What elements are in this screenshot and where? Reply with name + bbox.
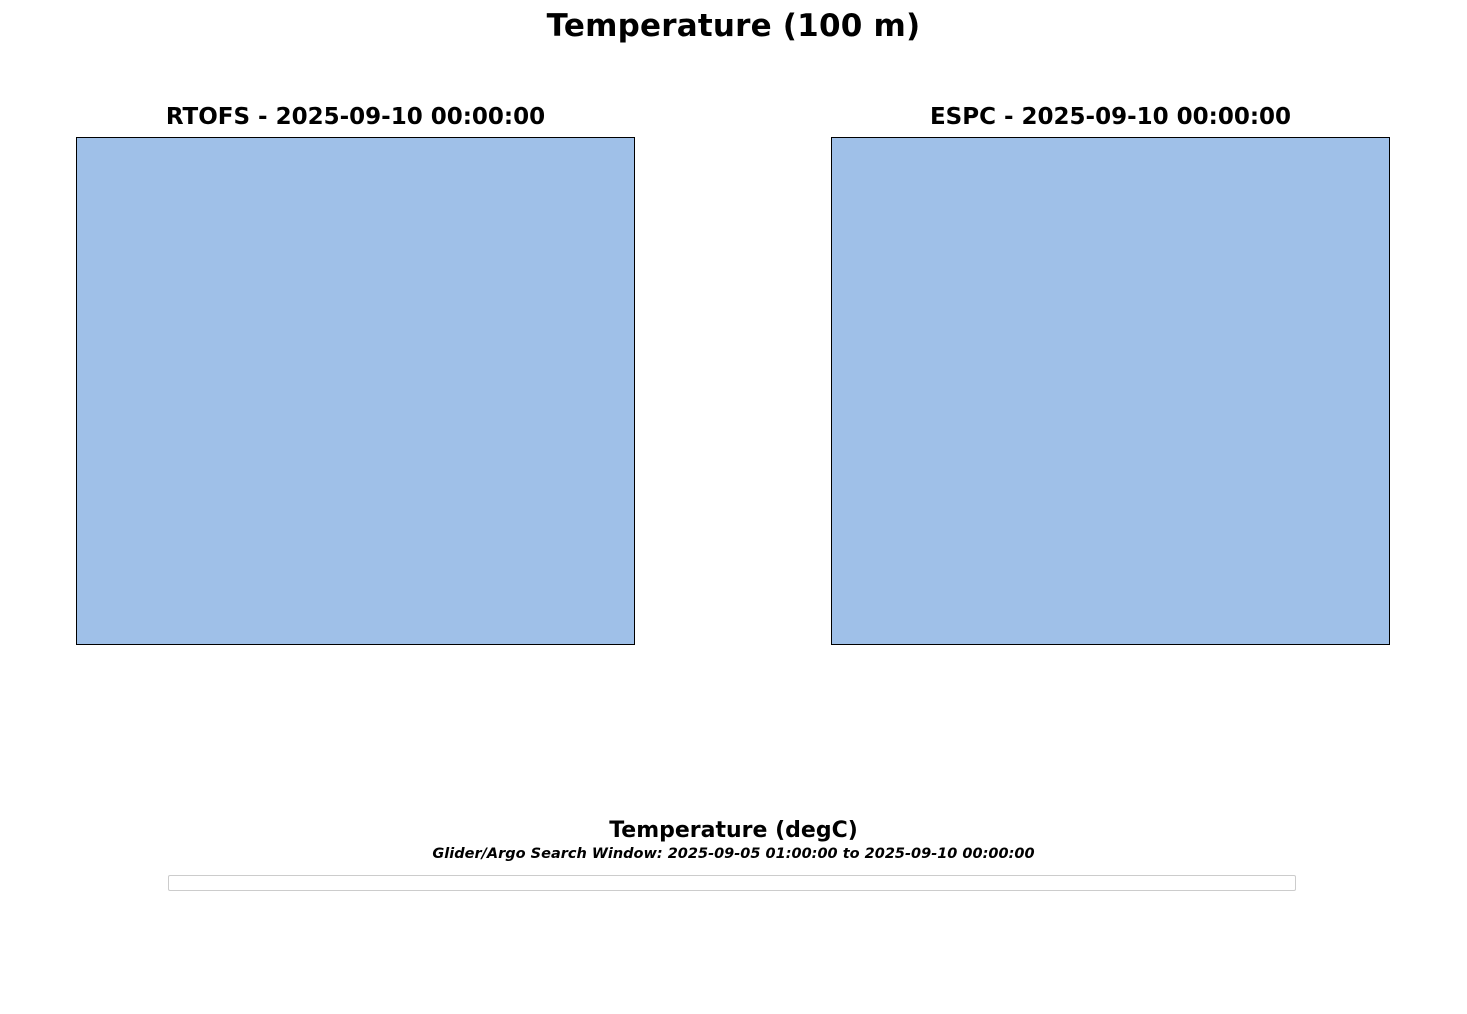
panel-title-espc: ESPC - 2025-09-10 00:00:00 <box>929 104 1292 130</box>
colorbar-gradient <box>24 763 1444 793</box>
figure-title: Temperature (100 m) <box>546 8 921 44</box>
colorbar <box>24 763 1444 793</box>
map-panel-rtofs[interactable] <box>76 137 635 645</box>
search-window-subtitle: Glider/Argo Search Window: 2025-09-05 01… <box>432 846 1035 862</box>
panel-title-rtofs: RTOFS - 2025-09-10 00:00:00 <box>165 104 546 130</box>
float-legend[interactable] <box>168 875 1296 891</box>
map-panel-espc[interactable] <box>831 137 1390 645</box>
colorbar-title: Temperature (degC) <box>609 818 858 843</box>
